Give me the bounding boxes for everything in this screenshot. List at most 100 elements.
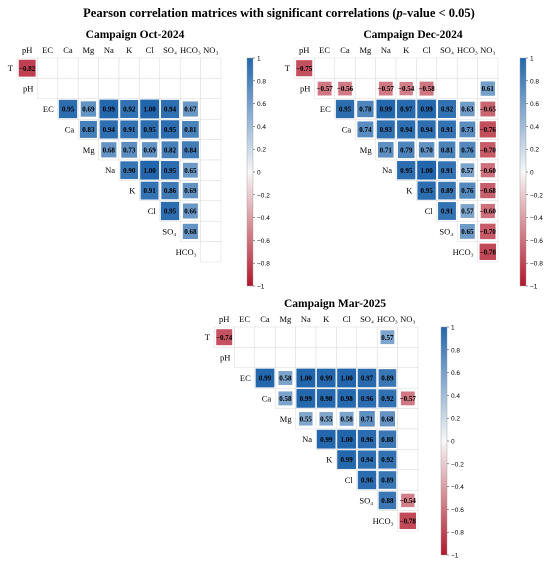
correlation-value: 0.65 <box>184 167 197 175</box>
column-label: K <box>323 314 330 324</box>
correlation-value: −0.56 <box>337 85 354 93</box>
grid-cell <box>200 118 222 140</box>
colorbar-tick-label: 0.2 <box>451 416 460 423</box>
correlation-cell <box>399 512 417 530</box>
correlation-cell <box>161 141 179 159</box>
correlation-cell <box>378 81 393 96</box>
colorbar-tick-label: 0.6 <box>451 370 460 377</box>
correlation-value: 0.65 <box>461 228 474 236</box>
correlation-cell <box>378 471 397 489</box>
grid-cell <box>77 78 99 100</box>
correlation-cell <box>319 412 333 426</box>
correlation-value: 0.95 <box>143 126 156 134</box>
grid-cell <box>395 57 417 79</box>
colorbar-tick-label: −0.2 <box>451 461 464 468</box>
correlation-value: 0.69 <box>184 187 197 195</box>
correlation-cell <box>357 470 377 490</box>
colorbar-tick-label: 0.4 <box>451 393 460 400</box>
correlation-cell <box>396 99 416 119</box>
column-label: Ca <box>63 45 73 55</box>
grid-cell <box>200 241 222 263</box>
correlation-value: 0.99 <box>420 106 433 114</box>
grid-cell <box>477 57 499 79</box>
correlation-value: 1.00 <box>340 436 353 444</box>
correlation-value: 0.95 <box>420 187 433 195</box>
correlation-cell <box>357 100 374 118</box>
column-label: HCO₃ <box>457 45 478 55</box>
correlation-cell <box>417 120 436 139</box>
correlation-cell <box>397 141 415 159</box>
row-label: K <box>326 455 333 465</box>
grid-cell <box>179 57 201 79</box>
correlation-value: 0.81 <box>441 146 454 154</box>
colorbar-tick-label: 0.6 <box>530 101 539 108</box>
correlation-value: 0.90 <box>123 167 136 175</box>
correlation-cell <box>438 181 456 200</box>
correlation-cell <box>255 368 275 388</box>
correlation-cell <box>378 491 397 510</box>
correlation-value: 0.92 <box>381 395 394 403</box>
correlation-value: 1.00 <box>340 375 353 383</box>
grid-cell <box>295 347 317 369</box>
colorbar-tick-label: 0.2 <box>530 147 539 154</box>
correlation-cell <box>99 120 118 139</box>
correlation-cell <box>99 99 119 119</box>
grid-cell <box>397 347 419 369</box>
grid-cell <box>200 220 222 242</box>
correlation-value: 0.83 <box>82 126 95 134</box>
correlation-value: −0.57 <box>400 395 417 403</box>
grid-cell <box>254 347 276 369</box>
correlation-cell <box>216 329 233 346</box>
correlation-value: 1.00 <box>420 167 433 175</box>
grid-cell <box>57 78 79 100</box>
row-label: K <box>129 186 136 196</box>
correlation-cell <box>120 120 139 139</box>
correlation-value: 0.73 <box>123 146 136 154</box>
correlation-cell <box>182 101 198 117</box>
colorbar-tick-label: 0.6 <box>257 101 266 108</box>
correlation-cell <box>397 161 416 180</box>
colorbar-tick-label: −0.8 <box>451 530 464 537</box>
correlation-value: 0.86 <box>164 187 177 195</box>
colorbar-tick-label: −1 <box>257 284 265 291</box>
correlation-cell <box>160 99 180 119</box>
correlation-value: 0.76 <box>461 146 474 154</box>
grid-cell <box>274 326 296 348</box>
grid-cell <box>397 408 419 430</box>
correlation-value: 0.92 <box>441 106 454 114</box>
correlation-value: 1.00 <box>300 375 313 383</box>
correlation-cell <box>79 120 97 138</box>
grid-cell <box>397 428 419 450</box>
correlation-value: 0.88 <box>381 497 394 505</box>
correlation-value: 0.95 <box>164 208 177 216</box>
correlation-value: 0.81 <box>184 126 197 134</box>
correlation-cell <box>460 204 475 218</box>
correlation-value: 0.78 <box>359 106 372 114</box>
grid-cell <box>336 347 358 369</box>
grid-cell <box>354 57 376 79</box>
correlation-cell <box>480 182 496 199</box>
correlation-value: 0.57 <box>461 208 474 216</box>
grid-cell <box>416 57 438 79</box>
column-label: Cl <box>146 45 155 55</box>
correlation-cell <box>418 142 435 158</box>
column-label: NO₃ <box>203 45 218 55</box>
correlation-value: −0.78 <box>480 248 497 256</box>
correlation-value: −0.75 <box>296 65 313 73</box>
correlation-cell <box>18 59 36 77</box>
grid-cell <box>139 78 161 100</box>
grid-cell <box>436 78 458 100</box>
correlation-value: 0.89 <box>381 477 394 485</box>
column-label: SO₄ <box>163 45 177 55</box>
correlation-value: 0.69 <box>143 146 156 154</box>
grid-cell <box>375 57 397 79</box>
correlation-value: −0.78 <box>400 517 417 525</box>
correlation-cell <box>160 161 180 180</box>
correlation-value: 0.94 <box>420 126 433 134</box>
figure-title: Pearson correlation matrices with signif… <box>83 6 475 20</box>
correlation-cell <box>359 411 375 427</box>
correlation-cell <box>399 81 413 96</box>
correlation-cell <box>182 203 198 219</box>
